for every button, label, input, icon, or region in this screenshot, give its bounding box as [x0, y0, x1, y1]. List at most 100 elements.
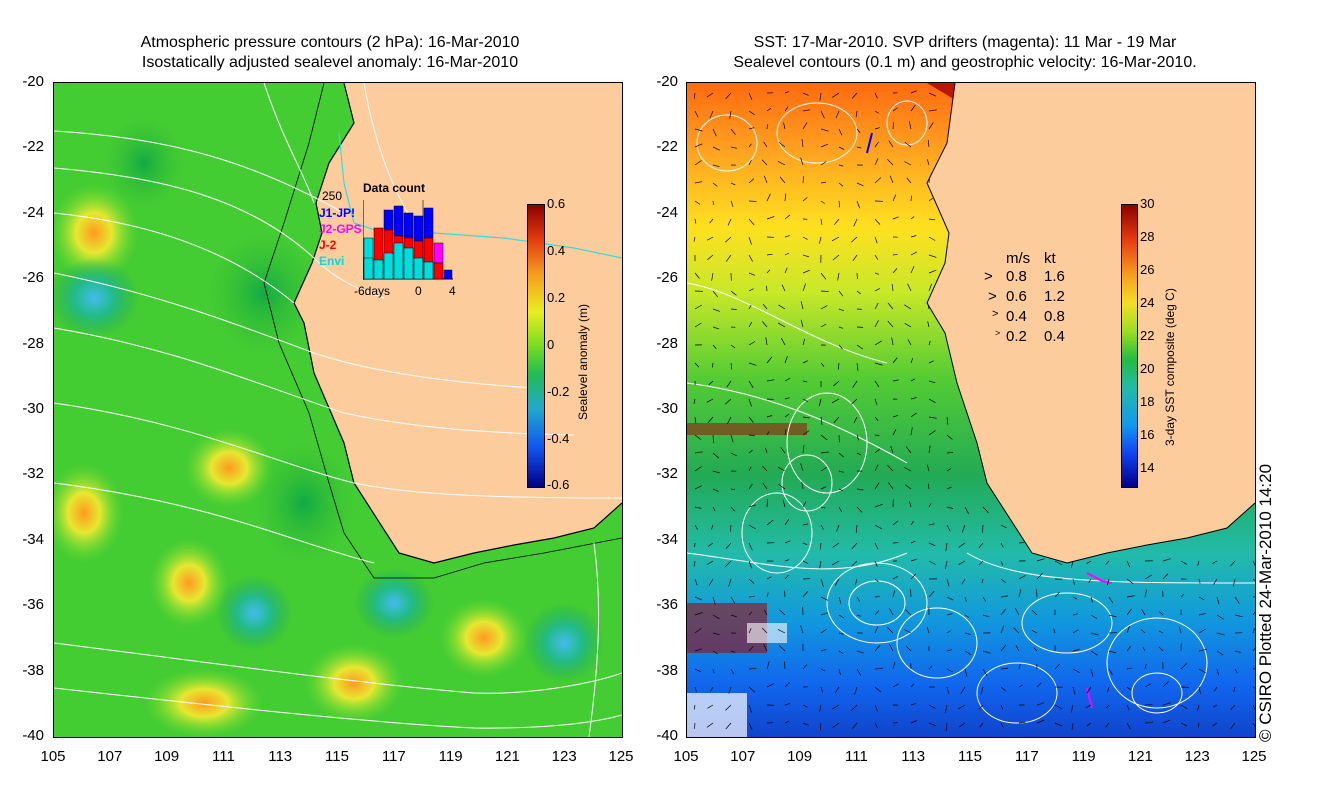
velocity-arrow — [728, 686, 732, 694]
velocity-arrow — [784, 519, 789, 526]
velocity-arrow — [766, 285, 768, 292]
velocity-arrow — [1144, 663, 1147, 670]
velocity-arrow — [748, 272, 756, 276]
velocity-arrow — [706, 560, 714, 566]
velocity-arrow — [838, 470, 844, 473]
right-cbar-tick-6: 18 — [1140, 394, 1155, 409]
velocity-arrow — [1086, 560, 1092, 564]
velocity-arrow — [706, 722, 714, 728]
velocity-arrow — [889, 608, 894, 616]
velocity-arrow — [874, 482, 880, 490]
velocity-arrow — [874, 416, 879, 422]
velocity-arrow — [712, 632, 720, 636]
velocity-arrow — [1000, 704, 1004, 710]
y-tick--26: -26 — [22, 269, 44, 287]
velocity-arrow — [1252, 722, 1255, 728]
velocity-arrow — [1180, 593, 1185, 598]
velocity-arrow — [694, 160, 702, 166]
velocity-arrow — [694, 434, 702, 440]
velocity-arrow — [856, 506, 863, 513]
velocity-arrow — [802, 722, 809, 726]
velocity-arrow — [779, 645, 786, 652]
velocity-arrow — [1144, 721, 1153, 724]
velocity-arrow — [928, 236, 936, 241]
right-cbar-tick-7: 16 — [1140, 427, 1155, 442]
velocity-arrow — [694, 416, 697, 424]
velocity-arrow — [694, 128, 703, 132]
velocity-arrow — [838, 146, 845, 150]
velocity-arrow — [874, 644, 881, 652]
velocity-arrow — [928, 722, 937, 727]
velocity-arrow — [851, 92, 858, 99]
velocity-arrow — [748, 466, 752, 472]
right-cbar-tick-8: 14 — [1140, 460, 1155, 475]
velocity-arrow — [730, 200, 734, 207]
velocity-arrow — [1233, 686, 1236, 692]
velocity-arrow — [1213, 704, 1218, 708]
velocity-arrow — [944, 560, 948, 569]
velocity-arrow — [730, 146, 737, 149]
data-count-title: Data count — [363, 181, 426, 195]
data-count-series-j2: J-2 — [319, 238, 337, 252]
velocity-arrow — [946, 506, 954, 509]
velocity-arrow — [820, 578, 824, 587]
velocity-arrow — [802, 523, 808, 526]
velocity-arrow — [729, 110, 732, 119]
velocity-arrow — [1108, 596, 1114, 604]
velocity-arrow — [748, 668, 757, 670]
velocity-arrow — [1072, 629, 1079, 634]
velocity-arrow — [982, 614, 990, 618]
velocity-arrow — [1054, 560, 1063, 566]
velocity-arrow — [1252, 686, 1255, 689]
velocity-arrow — [856, 650, 864, 654]
velocity-arrow — [852, 722, 858, 729]
velocity-arrow — [964, 650, 972, 655]
velocity-arrow — [926, 159, 930, 166]
velocity-arrow — [874, 177, 882, 184]
velocity-arrow — [1252, 611, 1255, 616]
velocity-arrow — [712, 344, 717, 350]
velocity-arrow — [820, 649, 827, 652]
velocity-arrow — [961, 524, 966, 533]
velocity-arrow — [694, 506, 702, 509]
velocity-arrow — [928, 542, 936, 547]
y-tick--28: -28 — [22, 334, 44, 352]
velocity-arrow — [1126, 704, 1130, 711]
velocity-arrow — [891, 283, 894, 292]
velocity-arrow — [874, 503, 883, 508]
velocity-arrow — [766, 124, 768, 130]
velocity-arrow — [1000, 595, 1008, 598]
velocity-arrow — [784, 682, 790, 688]
velocity-arrow — [712, 506, 716, 512]
velocity-arrow — [981, 578, 984, 584]
data-count-series-envi: Envi — [319, 254, 345, 268]
velocity-arrow — [725, 704, 732, 711]
velocity-arrow — [960, 686, 966, 694]
velocity-arrow — [784, 721, 789, 724]
velocity-arrow — [694, 578, 698, 586]
velocity-arrow — [766, 269, 771, 274]
velocity-arrow — [712, 290, 719, 298]
velocity-arrow — [784, 377, 791, 382]
velocity-arrow — [946, 578, 950, 587]
velocity-arrow — [784, 252, 790, 256]
x-tick-121: 121 — [494, 748, 520, 765]
velocity-arrow — [1036, 558, 1045, 562]
velocity-arrow — [1070, 560, 1074, 568]
velocity-arrow — [763, 141, 768, 148]
velocity-arrow — [1107, 686, 1110, 693]
velocity-arrow — [1108, 668, 1113, 675]
velocity-arrow — [928, 254, 937, 258]
velocity-arrow — [834, 578, 840, 586]
velocity-arrow — [961, 578, 966, 585]
x-tick-125: 125 — [608, 748, 634, 765]
velocity-arrow — [1252, 704, 1255, 710]
velocity-arrow — [1018, 575, 1026, 580]
data-count-x-max: 4 — [449, 284, 456, 298]
velocity-arrow — [761, 627, 768, 634]
x-tick-115: 115 — [958, 748, 982, 765]
velocity-arrow — [1031, 609, 1038, 616]
velocity-arrow — [766, 683, 775, 688]
velocity-arrow — [892, 590, 896, 598]
data-count-x-zero: 0 — [415, 284, 422, 298]
